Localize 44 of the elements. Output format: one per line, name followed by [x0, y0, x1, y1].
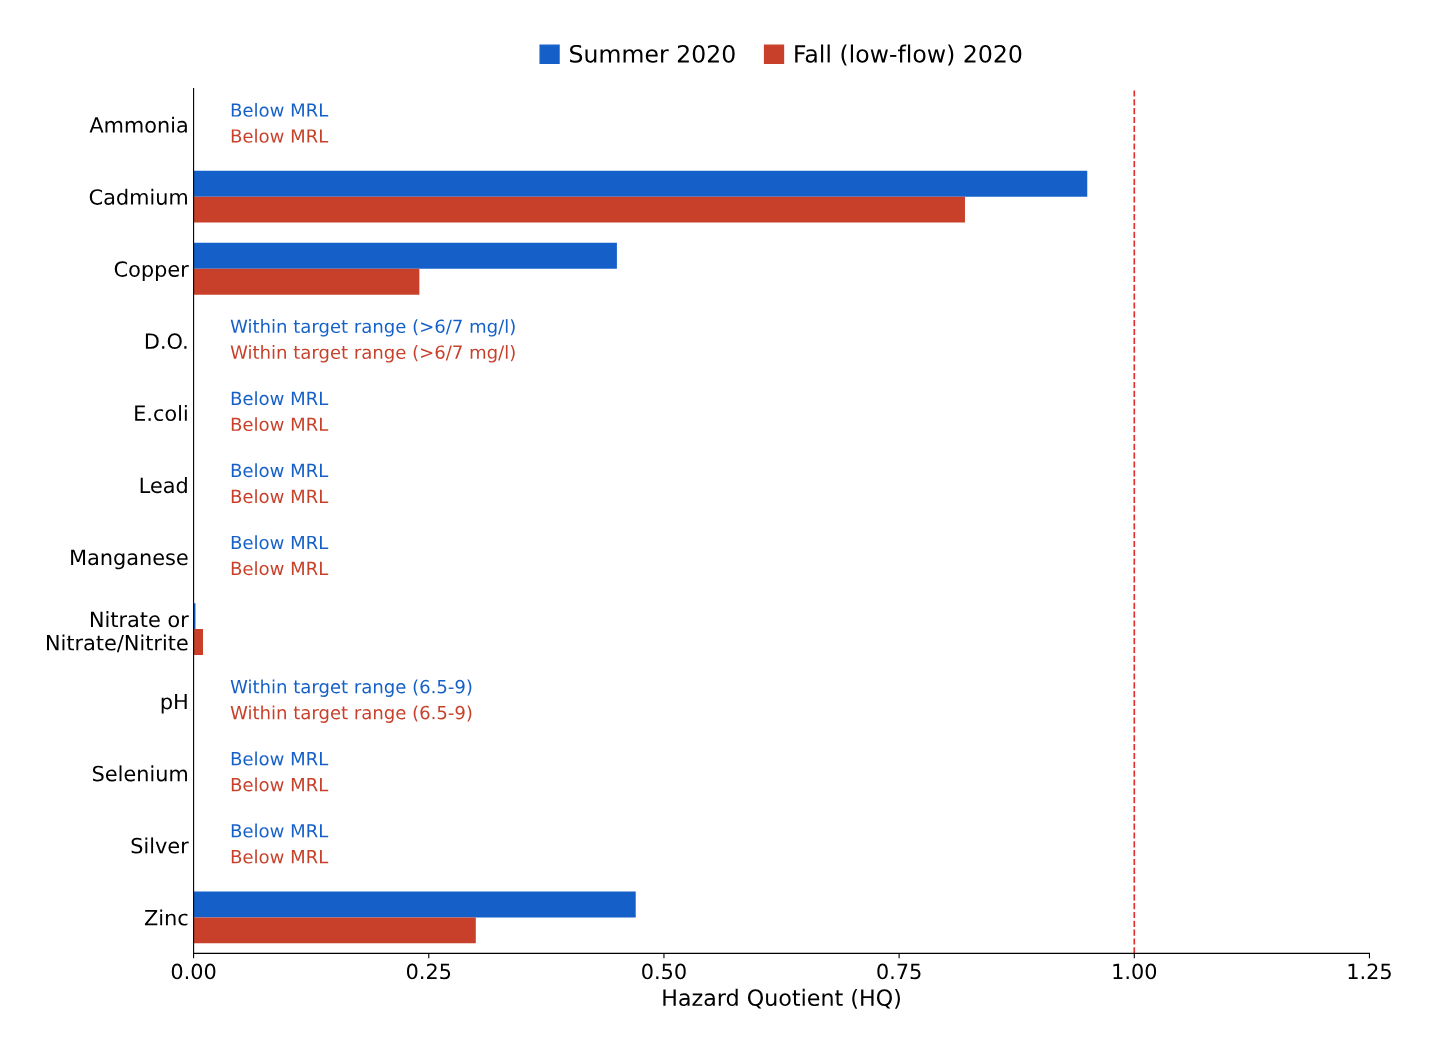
y-tick-label: D.O.	[145, 333, 187, 350]
text: Below MRL	[231, 777, 329, 792]
text: Below MRL	[231, 463, 329, 478]
y-tick-label: Cadmium	[89, 188, 187, 205]
x-tick-label: 1.00	[1113, 963, 1157, 980]
y-tick-label: Copper	[114, 261, 189, 281]
x-tick-label: 1.25	[1348, 963, 1391, 980]
y-tick-label: Zinc	[144, 909, 188, 926]
x-tick-label: 0.00	[171, 963, 216, 980]
bar	[193, 268, 420, 295]
text: Below MRL	[231, 128, 329, 143]
text: Below MRL	[231, 751, 329, 766]
x-tick-label: 0.25	[406, 963, 451, 980]
text: Within target range (>6/7 mg/l)	[230, 319, 515, 337]
text: Below MRL	[231, 849, 329, 864]
bar	[193, 891, 636, 918]
y-tick-label: Lead	[140, 477, 187, 494]
text: Below MRL	[231, 391, 329, 406]
y-tick-label: Silver	[131, 837, 189, 854]
bar	[193, 242, 617, 269]
y-tick-label: Manganese	[71, 549, 188, 570]
x-axis-title: Hazard Quotient (HQ)	[663, 988, 900, 1009]
text: Within target range (6.5-9)	[230, 679, 472, 697]
text: Below MRL	[231, 561, 329, 576]
y-tick-label: Ammonia	[89, 116, 187, 133]
text: Within target range (>6/7 mg/l)	[230, 345, 515, 363]
legend-label: Fall (low-flow) 2020	[795, 44, 1022, 66]
text: Below MRL	[231, 102, 329, 117]
y-tick-label: E.coli	[135, 404, 187, 422]
bar	[193, 170, 1088, 197]
bar	[193, 917, 476, 944]
text: Below MRL	[231, 417, 329, 432]
y-tick-label: Selenium	[92, 765, 187, 782]
text: Within target range (6.5-9)	[230, 705, 472, 723]
text: Below MRL	[231, 489, 329, 504]
x-tick-label: 0.50	[642, 963, 686, 980]
bar	[193, 196, 965, 223]
x-tick-label: 0.75	[877, 963, 921, 980]
y-tick-label: Nitrate or Nitrate/Nitrite	[47, 611, 189, 653]
legend-label: Summer 2020	[570, 44, 735, 63]
text: Below MRL	[231, 535, 329, 550]
text: Below MRL	[231, 823, 329, 838]
bar	[193, 629, 203, 656]
y-tick-label: pH	[161, 693, 187, 714]
